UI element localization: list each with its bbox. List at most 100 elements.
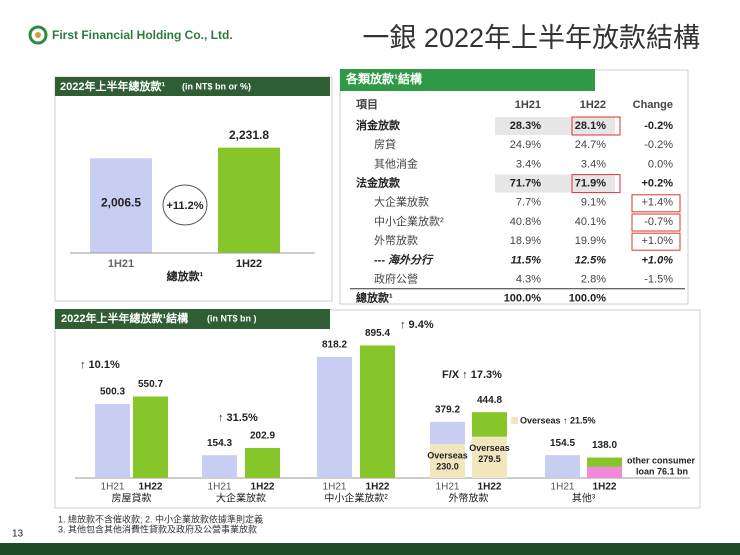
value-label: 379.2 bbox=[435, 405, 460, 416]
panel-unit: (in NT$ bn ) bbox=[207, 313, 257, 323]
period-label: 1H21 bbox=[551, 482, 575, 493]
panel-title: 2022年上半年總放款¹結構 bbox=[61, 311, 188, 325]
other-consumer-label: other consumer bbox=[627, 455, 696, 465]
table-cell: +0.2% bbox=[642, 178, 674, 190]
table-cell: +1.0% bbox=[642, 235, 674, 247]
footnote: 1. 總放款不含催收款; 2. 中小企業放款依據準則定義 bbox=[58, 513, 263, 524]
table-cell: 0.0% bbox=[648, 158, 673, 170]
table-cell: 中小企業放款² bbox=[374, 214, 444, 228]
value-label: 2,231.8 bbox=[229, 128, 269, 142]
table-cell: 其他消金 bbox=[374, 156, 418, 170]
overseas-label: Overseas bbox=[427, 450, 468, 460]
period-label: 1H22 bbox=[593, 482, 617, 493]
column-header: 1H21 bbox=[515, 99, 541, 111]
page-number: 13 bbox=[12, 529, 24, 540]
column-header: 1H22 bbox=[580, 99, 606, 111]
table-cell: -1.5% bbox=[644, 274, 673, 286]
table-cell: +1.0% bbox=[642, 254, 674, 266]
logo-text: First Financial Holding Co., Ltd. bbox=[52, 28, 233, 42]
other-consumer-bar bbox=[587, 466, 622, 478]
table-cell: 4.3% bbox=[516, 274, 541, 286]
bar bbox=[360, 345, 395, 478]
table-cell: 24.9% bbox=[510, 139, 541, 151]
slide-title: 一銀 2022年上半年放款結構 bbox=[362, 23, 700, 53]
bar bbox=[95, 403, 130, 478]
table-cell: 71.9% bbox=[575, 178, 606, 190]
growth-label: +11.2% bbox=[166, 200, 203, 212]
value-label: 550.7 bbox=[138, 379, 163, 390]
table-cell: -0.7% bbox=[644, 216, 673, 228]
overseas-growth: Overseas ↑ 21.5% bbox=[520, 415, 596, 425]
table-cell: 18.9% bbox=[510, 235, 541, 247]
table-cell: -0.2% bbox=[644, 120, 673, 132]
overseas-value: 279.5 bbox=[478, 454, 501, 464]
table-cell: 100.0% bbox=[504, 293, 542, 305]
table-cell: 房貸 bbox=[374, 137, 396, 151]
growth-label: ↑ 10.1% bbox=[80, 359, 120, 371]
bar bbox=[245, 447, 280, 478]
table-cell: 7.7% bbox=[516, 197, 541, 209]
panel-header bbox=[340, 69, 595, 91]
bar bbox=[90, 158, 152, 253]
table-cell: 總放款¹ bbox=[356, 291, 393, 305]
panel-unit: (in NT$ bn or %) bbox=[182, 81, 251, 91]
period-label: 1H21 bbox=[436, 482, 460, 493]
table-cell: 28.1% bbox=[575, 120, 606, 132]
period-label: 1H22 bbox=[251, 482, 275, 493]
table-cell: 法金放款 bbox=[356, 176, 401, 190]
panel-header bbox=[55, 77, 330, 96]
overseas-bar bbox=[472, 436, 507, 478]
period-label: 1H21 bbox=[323, 482, 347, 493]
highlight-box bbox=[631, 213, 681, 232]
table-cell: 2.8% bbox=[581, 274, 606, 286]
bar bbox=[133, 396, 168, 478]
logo-icon bbox=[28, 25, 48, 45]
value-label: 154.5 bbox=[550, 438, 575, 449]
bar bbox=[202, 455, 237, 478]
footnote: 3. 其他包含其他消費性貸款及政府及公營事業放款 bbox=[58, 523, 257, 534]
group-label: 中小企業放款² bbox=[324, 492, 388, 505]
value-label: 444.8 bbox=[477, 395, 502, 406]
other-consumer-label: loan 76.1 bn bbox=[636, 466, 688, 476]
highlight-box bbox=[631, 232, 681, 251]
period-label: 1H22 bbox=[478, 482, 502, 493]
bar bbox=[545, 455, 580, 478]
table-cell: +1.4% bbox=[642, 197, 674, 209]
table-cell: 政府公營 bbox=[374, 272, 418, 286]
table-cell: 消金放款 bbox=[356, 118, 401, 132]
group-label: 房屋貸款 bbox=[112, 492, 152, 505]
panel-title: 2022年上半年總放款¹ bbox=[60, 79, 165, 93]
group-label: 大企業放款 bbox=[216, 492, 266, 505]
growth-label: ↑ 9.4% bbox=[400, 319, 434, 331]
period-label: 1H22 bbox=[139, 482, 163, 493]
table-cell: 40.1% bbox=[575, 216, 606, 228]
growth-label: ↑ 31.5% bbox=[218, 412, 258, 424]
table-cell: 28.3% bbox=[510, 120, 541, 132]
table-cell: 3.4% bbox=[516, 158, 541, 170]
period-label: 1H22 bbox=[366, 482, 390, 493]
table-cell: 外幣放款 bbox=[374, 233, 418, 247]
highlight-box bbox=[571, 116, 621, 136]
row-shade bbox=[495, 174, 615, 193]
legend-swatch bbox=[511, 417, 518, 424]
footer-band bbox=[0, 543, 740, 555]
overseas-label: Overseas bbox=[469, 443, 510, 453]
table-cell: 大企業放款 bbox=[374, 195, 429, 209]
table-cell: 100.0% bbox=[569, 293, 607, 305]
highlight-box bbox=[631, 194, 681, 213]
overseas-bar bbox=[430, 443, 465, 478]
column-header: Change bbox=[633, 99, 673, 111]
value-label: 138.0 bbox=[592, 440, 617, 451]
group-label: 其他³ bbox=[572, 492, 596, 505]
value-label: 2,006.5 bbox=[101, 195, 141, 209]
growth-label: F/X ↑ 17.3% bbox=[442, 369, 502, 381]
value-label: 500.3 bbox=[100, 387, 125, 398]
row-shade bbox=[495, 117, 615, 135]
group-label: 外幣放款 bbox=[449, 492, 489, 505]
table-cell: 24.7% bbox=[575, 139, 606, 151]
panel-header bbox=[55, 309, 330, 329]
period-label: 1H21 bbox=[101, 482, 125, 493]
value-label: 895.4 bbox=[365, 328, 390, 339]
growth-bubble bbox=[162, 184, 208, 226]
bar bbox=[218, 147, 280, 253]
